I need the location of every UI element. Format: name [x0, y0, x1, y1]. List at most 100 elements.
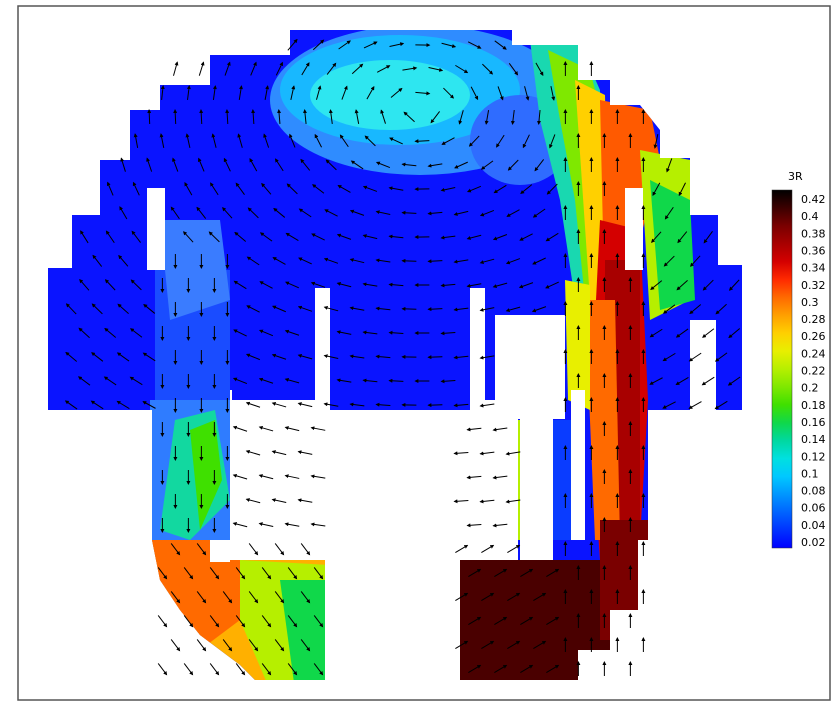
velocity-arrow	[120, 157, 126, 172]
velocity-arrow	[524, 86, 530, 101]
velocity-arrow	[312, 184, 325, 194]
velocity-arrow	[662, 401, 676, 409]
velocity-arrow	[520, 184, 533, 195]
velocity-arrow	[492, 523, 508, 528]
obstacles	[147, 188, 643, 562]
velocity-arrow	[199, 109, 204, 125]
velocity-arrow	[287, 663, 298, 676]
velocity-arrow	[677, 231, 688, 244]
velocity-arrow	[546, 616, 560, 626]
velocity-arrow	[284, 377, 300, 384]
velocity-arrow	[688, 401, 702, 409]
velocity-arrow	[401, 258, 417, 263]
velocity-arrow	[117, 303, 129, 315]
velocity-arrow	[103, 376, 117, 386]
velocity-arrow	[494, 616, 508, 626]
velocity-arrow	[277, 109, 282, 125]
velocity-arrow	[235, 663, 246, 676]
velocity-arrow	[466, 185, 482, 193]
velocity-arrow	[336, 378, 352, 383]
velocity-arrow	[184, 182, 193, 196]
velocity-arrow	[703, 231, 713, 244]
velocity-arrow	[131, 230, 141, 243]
velocity-arrow	[466, 523, 482, 528]
velocity-arrow	[118, 254, 129, 267]
colorbar-tick-label: 0.42	[801, 193, 826, 206]
velocity-arrow	[65, 303, 77, 315]
velocity-arrow	[375, 161, 391, 169]
colorbar-tick-label: 0.12	[801, 450, 826, 463]
velocity-arrow	[546, 183, 558, 195]
velocity-arrow	[519, 233, 533, 241]
velocity-arrow	[284, 329, 300, 336]
velocity-arrow	[505, 258, 521, 265]
velocity-arrow	[481, 592, 495, 602]
velocity-arrow	[494, 568, 508, 578]
velocity-arrow	[298, 257, 312, 265]
velocity-arrow	[170, 543, 181, 556]
velocity-arrow	[249, 157, 258, 172]
velocity-arrow	[302, 109, 307, 125]
velocity-arrow	[225, 109, 230, 125]
velocity-arrow	[197, 157, 205, 172]
velocity-arrow	[550, 86, 556, 101]
velocity-arrow	[183, 567, 194, 580]
velocity-arrow	[212, 85, 217, 101]
velocity-arrow	[235, 567, 246, 580]
velocity-arrow	[492, 234, 508, 241]
velocity-arrow	[297, 450, 313, 455]
figure-border	[17, 5, 831, 701]
velocity-arrow	[142, 401, 156, 409]
velocity-arrow	[727, 376, 741, 386]
velocity-arrow	[248, 639, 259, 652]
velocity-arrow	[310, 281, 326, 288]
velocity-arrow	[272, 257, 286, 265]
velocity-arrow	[258, 377, 274, 384]
velocity-arrow	[349, 354, 365, 359]
velocity-arrow	[363, 41, 378, 49]
velocity-arrow	[440, 187, 456, 192]
colorbar: 3R 0.42 0.4 0.38 0.36 0.34 0.32 0.3 0.28 0.26 0.2…	[771, 170, 826, 549]
velocity-arrow	[275, 61, 283, 76]
velocity-arrow	[702, 279, 714, 291]
velocity-arrow	[362, 234, 378, 240]
velocity-arrow	[238, 85, 243, 100]
velocity-arrow	[313, 663, 324, 676]
velocity-arrow	[245, 401, 261, 408]
velocity-arrow	[728, 279, 740, 291]
velocity-arrow	[688, 352, 702, 362]
velocity-arrow	[209, 663, 220, 676]
velocity-arrow	[208, 231, 220, 243]
velocity-arrow	[284, 522, 300, 527]
velocity-arrow	[323, 402, 339, 407]
velocity-arrow	[414, 139, 430, 144]
velocity-arrow	[651, 231, 662, 243]
velocity-arrow	[209, 615, 220, 628]
velocity-arrow	[310, 522, 326, 527]
velocity-arrow	[272, 305, 287, 313]
colorbar-tick-label: 0.14	[801, 433, 826, 446]
velocity-arrow	[104, 279, 116, 291]
velocity-arrow	[300, 591, 311, 604]
velocity-arrow	[313, 567, 324, 580]
velocity-arrow	[505, 306, 521, 313]
velocity-arrow	[497, 86, 504, 101]
velocity-arrow	[314, 133, 322, 148]
velocity-arrow	[482, 63, 494, 75]
velocity-arrow	[466, 234, 482, 240]
velocity-arrow	[198, 61, 205, 76]
velocity-arrow	[362, 185, 378, 192]
velocity-arrow	[185, 133, 191, 148]
velocity-arrow	[520, 664, 534, 674]
velocity-arrow	[650, 280, 663, 291]
velocity-arrow	[129, 376, 143, 386]
velocity-arrow	[106, 181, 114, 196]
velocity-arrow	[375, 402, 391, 407]
velocity-arrow	[261, 567, 272, 580]
velocity-arrow	[427, 211, 443, 216]
velocity-arrow	[455, 592, 469, 602]
velocity-arrow	[354, 109, 360, 124]
velocity-arrow	[507, 159, 519, 171]
velocity-arrow	[481, 544, 495, 554]
velocity-arrow	[492, 475, 508, 480]
